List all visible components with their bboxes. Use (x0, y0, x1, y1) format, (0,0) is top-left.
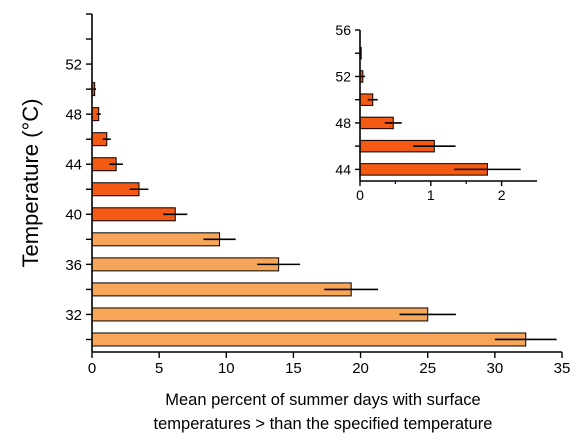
y-tick-label: 52 (65, 56, 82, 73)
y-tick-label: 44 (65, 157, 82, 174)
x-tick-label: 20 (352, 360, 369, 377)
inset-y-tick-label: 48 (335, 115, 351, 131)
x-axis-title-line-2: temperatures > than the specified temper… (154, 415, 493, 433)
x-axis-title-line-1: Mean percent of summer days with surface (165, 391, 480, 409)
x-tick-label: 35 (554, 360, 571, 377)
bar (91, 257, 280, 272)
x-tick-label: 25 (419, 360, 436, 377)
x-tick-label: 10 (218, 360, 235, 377)
y-tick-label: 48 (65, 107, 82, 124)
inset-x-tick-label: 1 (427, 187, 435, 203)
inset-x-tick-label: 0 (356, 187, 364, 203)
y-tick-label: 32 (65, 307, 82, 324)
inset-y-tick-label: 56 (335, 22, 351, 38)
x-tick-label: 0 (88, 360, 96, 377)
x-tick-label: 15 (285, 360, 302, 377)
x-tick-label: 5 (155, 360, 163, 377)
bar (91, 282, 352, 297)
inset-y-tick-label: 44 (335, 161, 351, 177)
bar (91, 207, 176, 222)
inset-x-tick-label: 2 (498, 187, 506, 203)
x-tick-label: 30 (487, 360, 504, 377)
y-tick-label: 40 (65, 207, 82, 224)
bar (91, 332, 527, 347)
bar (91, 232, 221, 247)
bar (91, 307, 429, 322)
y-axis-title: Temperature (°C) (18, 99, 43, 268)
y-tick-label: 36 (65, 257, 82, 274)
inset-y-tick-label: 52 (335, 69, 351, 85)
